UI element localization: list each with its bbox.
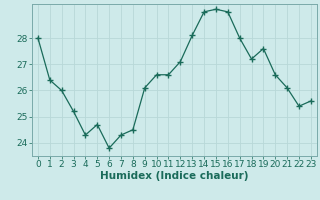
X-axis label: Humidex (Indice chaleur): Humidex (Indice chaleur) — [100, 171, 249, 181]
